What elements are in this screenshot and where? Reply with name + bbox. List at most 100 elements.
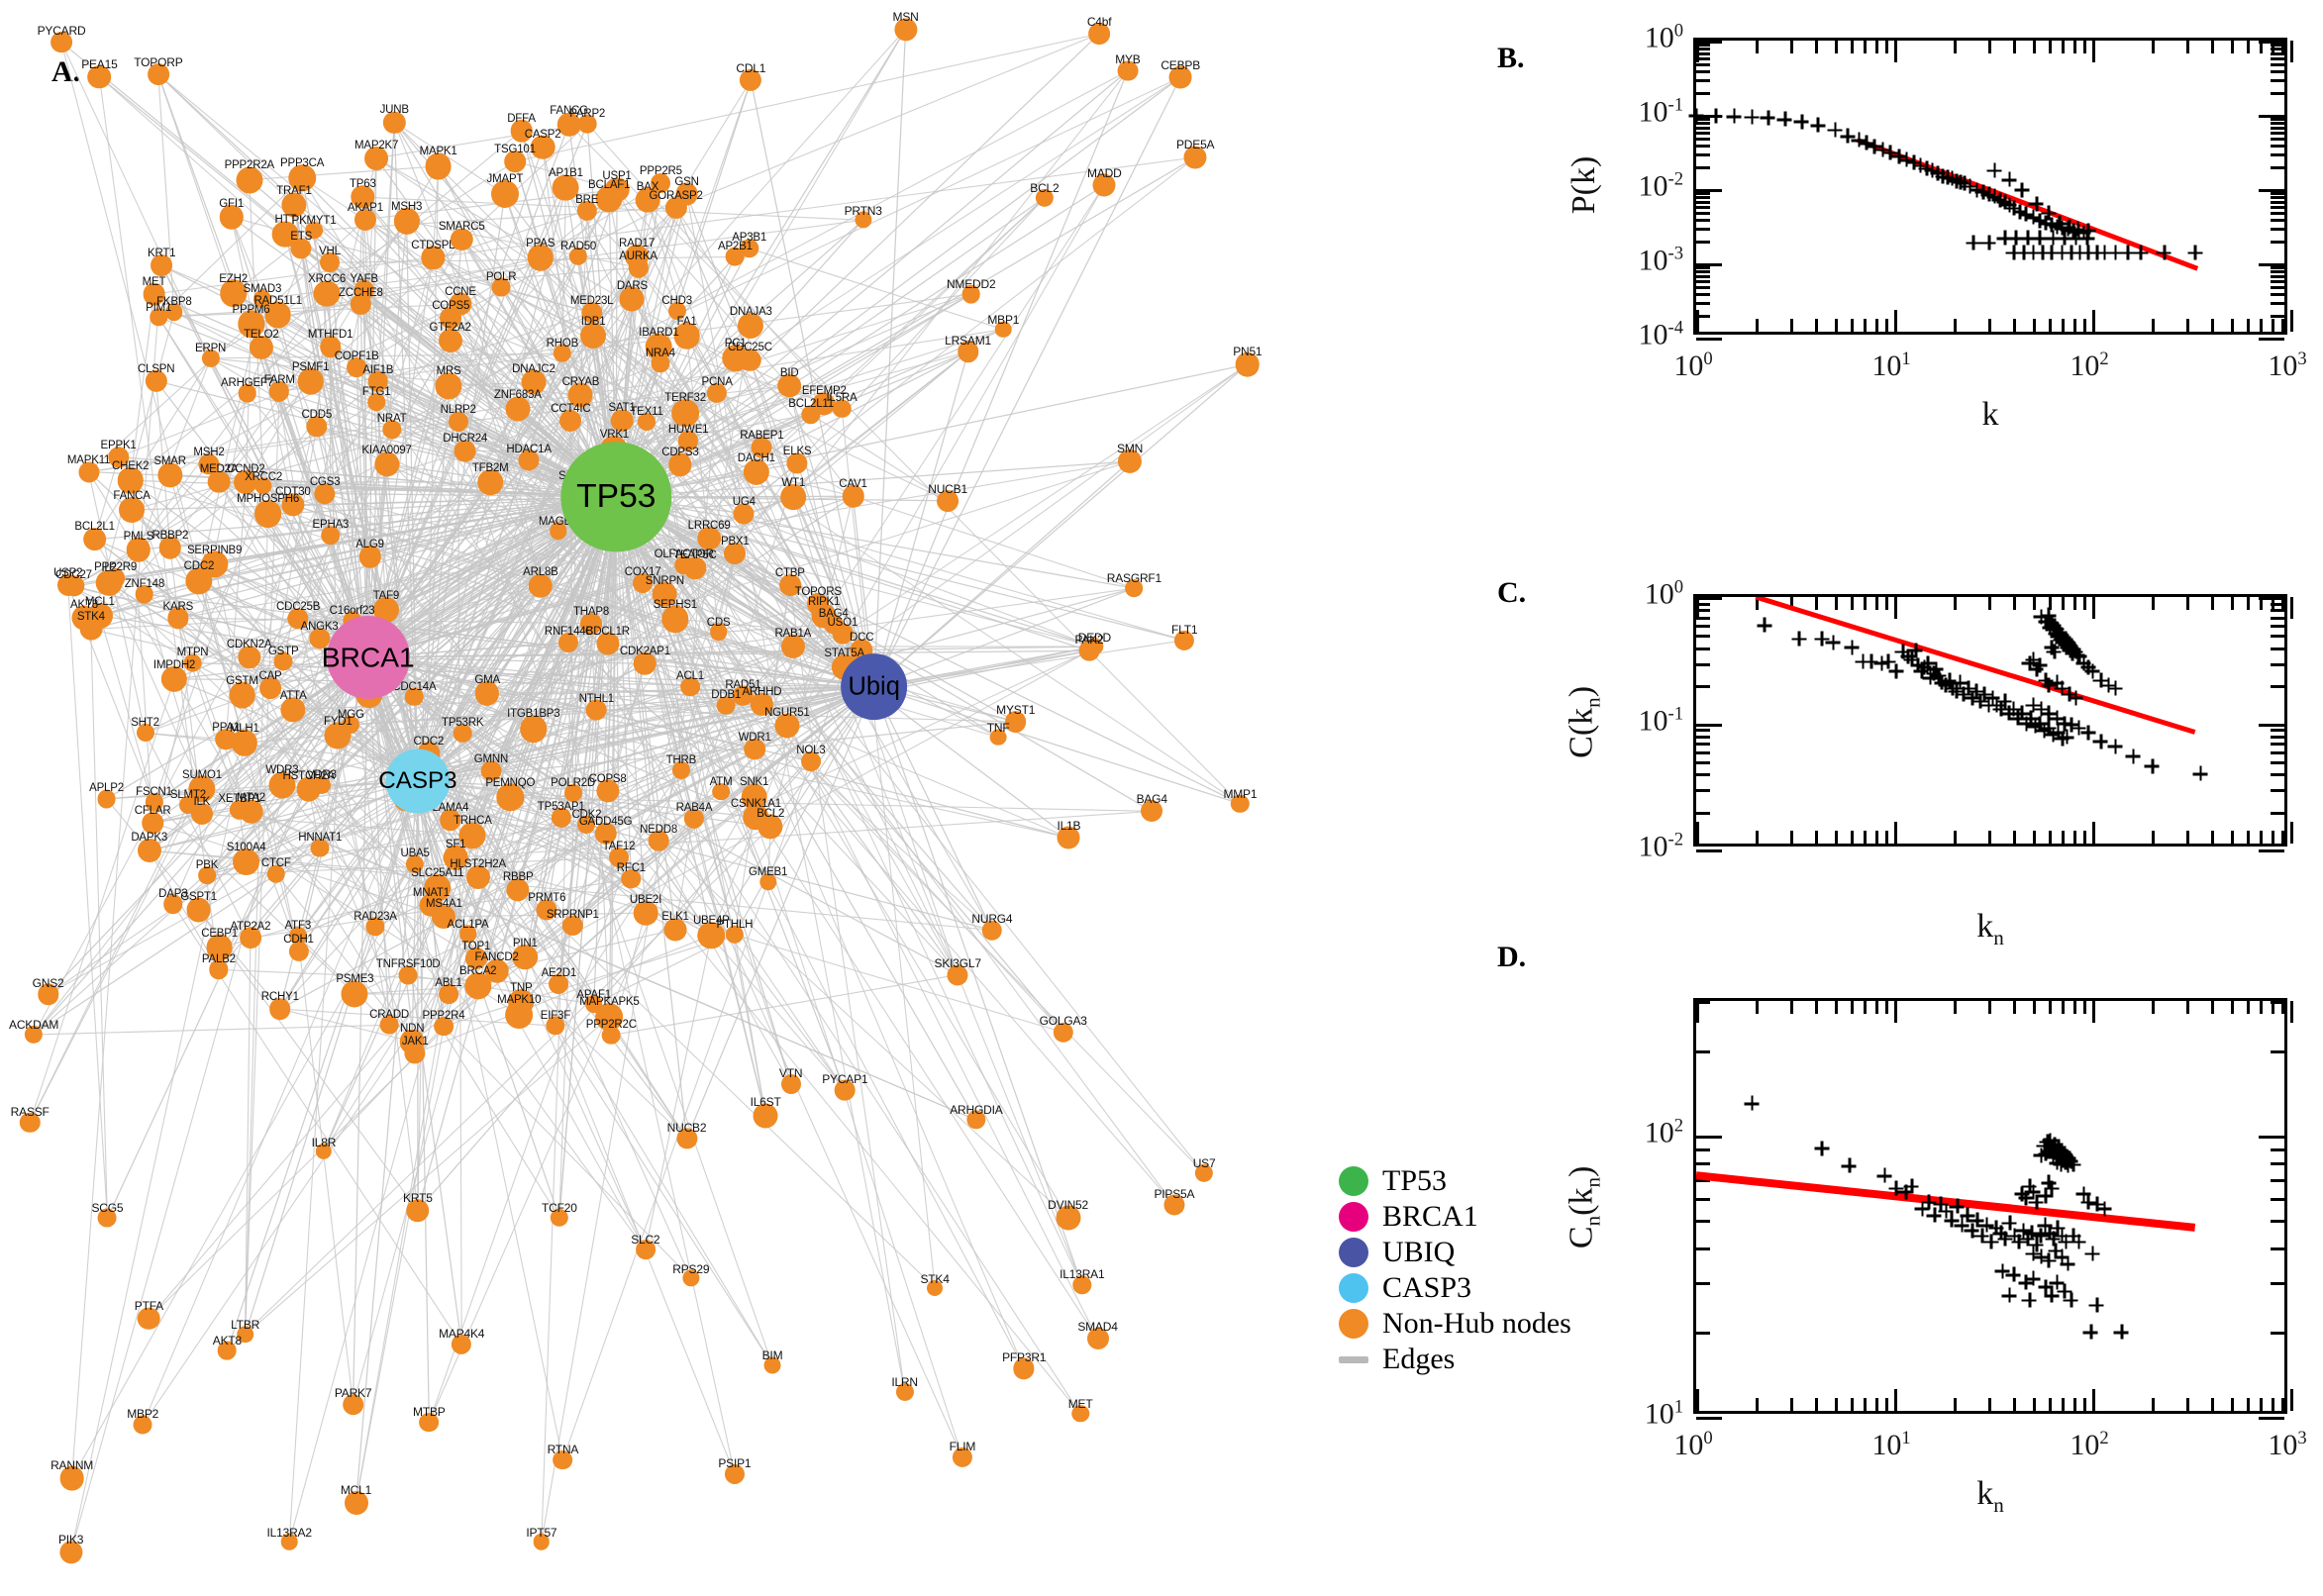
network-node[interactable] [288, 941, 309, 961]
network-node[interactable] [71, 605, 97, 631]
network-node[interactable] [271, 221, 299, 249]
network-node[interactable] [78, 460, 100, 483]
network-node[interactable] [150, 308, 167, 326]
network-hub-casp3[interactable] [385, 748, 451, 814]
network-node[interactable] [527, 244, 554, 271]
network-node[interactable] [496, 783, 524, 812]
network-node[interactable] [229, 800, 250, 821]
network-node[interactable] [576, 200, 597, 221]
network-node[interactable] [661, 605, 689, 633]
network-node[interactable] [743, 459, 769, 486]
network-node[interactable] [1231, 794, 1250, 813]
network-node[interactable] [237, 646, 261, 669]
network-node[interactable] [580, 302, 603, 324]
network-node[interactable] [558, 632, 579, 652]
network-node[interactable] [347, 357, 367, 377]
network-node[interactable] [490, 180, 519, 209]
network-node[interactable] [491, 277, 511, 297]
network-node[interactable] [780, 484, 807, 510]
network-node[interactable] [609, 848, 629, 868]
network-node[interactable] [1004, 710, 1027, 733]
network-node[interactable] [671, 760, 690, 779]
network-node[interactable] [185, 567, 213, 595]
network-node[interactable] [358, 546, 381, 568]
network-node[interactable] [234, 470, 258, 494]
network-node[interactable] [269, 998, 291, 1020]
network-node[interactable] [635, 1240, 656, 1260]
network-node[interactable] [287, 607, 309, 630]
network-node[interactable] [145, 793, 163, 812]
network-node[interactable] [739, 239, 759, 258]
network-node[interactable] [165, 303, 183, 321]
network-node[interactable] [1118, 449, 1143, 474]
network-node[interactable] [646, 334, 672, 360]
network-node[interactable] [432, 905, 456, 930]
network-node[interactable] [633, 900, 658, 926]
network-node[interactable] [464, 947, 487, 969]
network-node[interactable] [259, 677, 281, 699]
network-node[interactable] [269, 381, 290, 402]
network-node[interactable] [812, 392, 836, 416]
network-node[interactable] [610, 409, 634, 432]
network-node[interactable] [218, 1341, 237, 1360]
network-node[interactable] [405, 854, 425, 873]
network-node[interactable] [697, 921, 726, 949]
network-node[interactable] [305, 221, 323, 240]
network-node[interactable] [249, 335, 273, 359]
network-node[interactable] [559, 410, 582, 433]
network-node[interactable] [458, 822, 486, 849]
network-node[interactable] [780, 634, 805, 658]
network-node[interactable] [518, 449, 540, 471]
network-node[interactable] [595, 632, 620, 655]
network-node[interactable] [740, 69, 762, 92]
network-node[interactable] [758, 873, 777, 891]
network-node[interactable] [209, 959, 229, 980]
network-node[interactable] [458, 925, 477, 944]
network-node[interactable] [119, 496, 146, 523]
network-node[interactable] [580, 612, 602, 635]
network-node[interactable] [671, 399, 699, 427]
network-node[interactable] [324, 722, 352, 749]
network-node[interactable] [751, 693, 773, 716]
network-node[interactable] [82, 527, 107, 551]
network-node[interactable] [87, 64, 112, 89]
network-node[interactable] [97, 789, 116, 809]
network-node[interactable] [151, 254, 173, 277]
network-node[interactable] [621, 868, 642, 889]
network-node[interactable] [601, 1026, 621, 1045]
network-node[interactable] [314, 482, 336, 505]
network-node[interactable] [580, 322, 607, 349]
network-node[interactable] [232, 848, 260, 876]
network-node[interactable] [842, 485, 864, 508]
network-node[interactable] [290, 238, 312, 259]
network-node[interactable] [552, 174, 579, 202]
network-node[interactable] [707, 382, 728, 403]
network-node[interactable] [142, 812, 163, 834]
network-node[interactable] [19, 1112, 41, 1134]
network-node[interactable] [556, 112, 581, 137]
network-node[interactable] [406, 1199, 430, 1223]
network-node[interactable] [404, 1043, 426, 1064]
network-node[interactable] [1194, 1164, 1214, 1183]
network-node[interactable] [313, 280, 341, 307]
network-node[interactable] [439, 984, 458, 1004]
network-node[interactable] [738, 313, 764, 340]
network-node[interactable] [421, 246, 445, 270]
network-node[interactable] [1088, 23, 1110, 45]
network-node[interactable] [675, 182, 699, 206]
network-node[interactable] [306, 416, 328, 438]
network-node[interactable] [510, 119, 533, 143]
network-node[interactable] [107, 446, 130, 468]
network-node[interactable] [373, 451, 400, 477]
network-node[interactable] [158, 537, 182, 559]
network-node[interactable] [393, 208, 420, 235]
network-node[interactable] [381, 420, 402, 440]
network-node[interactable] [288, 927, 307, 945]
network-node[interactable] [725, 925, 745, 945]
network-node[interactable] [236, 166, 263, 194]
network-node[interactable] [577, 114, 597, 134]
network-node[interactable] [273, 651, 293, 671]
network-node[interactable] [683, 808, 705, 830]
network-node[interactable] [536, 899, 557, 921]
network-node[interactable] [751, 437, 772, 458]
